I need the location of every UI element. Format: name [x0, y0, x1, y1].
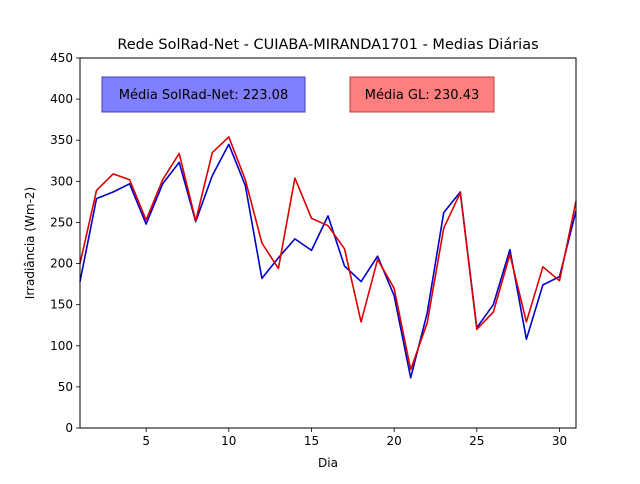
x-tick-label: 10: [221, 434, 236, 448]
series-line-solrad-net: [79, 143, 577, 379]
y-tick-label: 450: [50, 51, 73, 65]
y-tick-label: 300: [50, 174, 73, 188]
y-tick-label: 50: [58, 380, 73, 394]
x-tick-label: 30: [552, 434, 567, 448]
chart-title: Rede SolRad-Net - CUIABA-MIRANDA1701 - M…: [117, 37, 538, 53]
y-tick-label: 150: [50, 298, 73, 312]
y-tick-label: 0: [65, 421, 73, 435]
series-line-gl: [79, 136, 577, 371]
annotation-gl-box: [349, 76, 495, 113]
x-tick-label: 5: [142, 434, 150, 448]
annotation-gl: Média GL: 230.43: [349, 76, 495, 113]
x-tick-label: 15: [304, 434, 319, 448]
y-tick-label: 250: [50, 215, 73, 229]
annotation-solradnet-text: Média SolRad-Net: 223.08: [119, 88, 288, 103]
series-layer: [79, 136, 577, 379]
x-tick-label: 25: [469, 434, 484, 448]
annotation-solradnet: Média SolRad-Net: 223.08: [101, 76, 306, 113]
y-tick-label: 100: [50, 339, 73, 353]
x-tick-label: 20: [386, 434, 401, 448]
plot-frame: [79, 57, 577, 429]
annotation-solradnet-box: [101, 76, 306, 113]
x-axis-label: Dia: [318, 456, 338, 470]
y-axis-label: Irradiância (Wm-2): [23, 187, 37, 299]
y-tick-label: 400: [50, 92, 73, 106]
y-tick-label: 200: [50, 257, 73, 271]
y-tick-label: 350: [50, 133, 73, 147]
annotation-gl-text: Média GL: 230.43: [365, 88, 480, 103]
